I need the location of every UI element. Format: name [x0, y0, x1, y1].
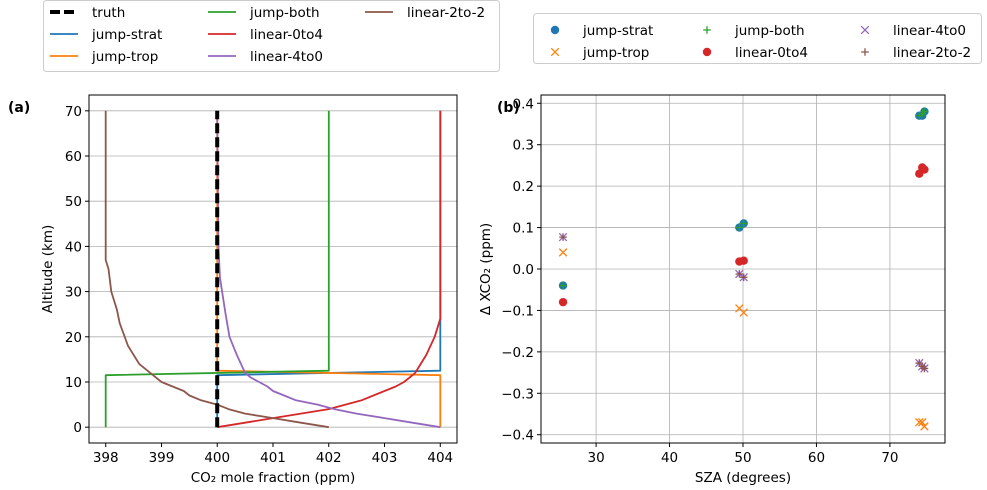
y-tick-label: 60: [65, 149, 82, 165]
gridlines: [89, 110, 457, 428]
series-line-linear-0to4: [217, 110, 442, 429]
series-line-jump-both: [104, 110, 330, 428]
legend-b-label-jump-strat: jump-strat: [582, 23, 653, 39]
x-tick-label: 60: [808, 450, 825, 466]
point-jump-trop: [739, 308, 748, 317]
y-tick-label: 70: [65, 104, 82, 120]
y-tick-label: −0.2: [501, 345, 534, 361]
point-jump-both: [559, 281, 567, 290]
y-tick-label: 0.0: [513, 262, 534, 278]
y-tick-label: 0.1: [513, 221, 534, 237]
scatter-points: [558, 107, 929, 431]
point-jump-both: [920, 107, 929, 116]
point-jump-trop: [920, 422, 929, 431]
y-tick-label: 10: [65, 375, 82, 391]
x-tick-label: 404: [427, 450, 453, 466]
y-tick-label: 0: [73, 420, 82, 436]
legend-a-label-truth: truth: [92, 5, 125, 21]
legend-b-label-jump-trop: jump-trop: [582, 45, 649, 61]
x-tick-label: 30: [587, 450, 604, 466]
plot-a-altitude-profiles: 398 399 400 401 402 403 404 0 10 20 30 40 50 60 70 CO₂ …: [40, 94, 458, 486]
legend-a-label-jump-strat: jump-strat: [91, 27, 162, 43]
x-tick-label: 400: [204, 450, 230, 466]
legend-a-label-jump-both: jump-both: [249, 5, 320, 21]
legend-b-marker-jump-trop: [550, 47, 560, 57]
y-tick-label: 0.3: [513, 138, 534, 154]
legend-panel-b: jump-strat jump-trop jump-both linear-0to4 l…: [533, 13, 982, 64]
legend-b-marker-linear-2to-2: [861, 48, 869, 56]
legend-b-label-linear-4to0: linear-4to0: [893, 23, 966, 39]
legend-a-label-linear-2to-2: linear-2to-2: [407, 5, 485, 21]
legend-b-label-linear-2to-2: linear-2to-2: [893, 45, 971, 61]
legend-panel-a: truth jump-strat jump-trop jump-both linear-…: [43, 0, 500, 72]
y-tick-label: −0.4: [501, 428, 534, 444]
point-jump-both: [735, 223, 744, 232]
y-tick-label: 0.4: [513, 96, 534, 112]
y-tick-label: 0.2: [513, 179, 534, 195]
x-tick-label: 401: [260, 450, 286, 466]
y-tick-label: −0.3: [501, 386, 534, 402]
legend-b-frame: [533, 13, 982, 64]
legend-b-marker-jump-strat: [550, 25, 560, 35]
x-tick-label: 398: [93, 450, 119, 466]
x-tick-label: 50: [734, 450, 751, 466]
y-tick-label: 40: [65, 239, 82, 255]
legend-b-marker-jump-both: [703, 26, 711, 34]
point-linear-0to4: [920, 165, 929, 174]
y-tick-label: −0.1: [501, 303, 534, 319]
panel-label-b: (b): [497, 100, 520, 116]
y-tick-label: 20: [65, 330, 82, 346]
gridlines: [541, 95, 945, 443]
y-axis-label: Δ XCO₂ (ppm): [478, 223, 494, 315]
point-linear-0to4: [558, 297, 568, 307]
y-tick-label: 50: [65, 194, 82, 210]
legend-a-label-jump-trop: jump-trop: [91, 49, 158, 65]
legend-b-marker-linear-4to0: [860, 25, 870, 35]
legend-a-frame: [43, 0, 500, 72]
legend-a-label-linear-4to0: linear-4to0: [250, 49, 323, 65]
x-tick-label: 399: [149, 450, 175, 466]
x-tick-label: 70: [881, 450, 898, 466]
x-tick-label: 402: [316, 450, 342, 466]
series-lines: [104, 110, 442, 429]
point-jump-both: [739, 219, 748, 228]
legend-a-label-linear-0to4: linear-0to4: [250, 27, 323, 43]
x-tick-label: 403: [372, 450, 398, 466]
legend-b-marker-linear-0to4: [702, 47, 712, 57]
x-axis-label: CO₂ mole fraction (ppm): [191, 470, 356, 486]
panel-label-a: (a): [8, 100, 30, 116]
x-axis-label: SZA (degrees): [695, 470, 791, 486]
series-line-linear-4to0: [216, 110, 441, 429]
y-axis-label: Altitude (km): [40, 225, 56, 314]
point-jump-trop: [915, 418, 924, 427]
legend-b-label-linear-0to4: linear-0to4: [735, 45, 808, 61]
y-tick-label: 30: [65, 285, 82, 301]
point-jump-trop: [917, 418, 927, 427]
point-linear-2to-2: [735, 270, 744, 278]
point-jump-trop: [558, 248, 568, 257]
point-linear-0to4: [739, 256, 748, 265]
point-linear-2to-2: [739, 273, 748, 282]
point-linear-2to-2: [920, 364, 929, 373]
legend-b-label-jump-both: jump-both: [734, 23, 805, 39]
x-tick-label: 40: [661, 450, 678, 466]
point-linear-2to-2: [559, 233, 567, 241]
series-line-linear-2to-2: [104, 110, 329, 429]
plot-b-xco2-scatter: 30 40 50 60 70 −0.4 −0.3 −0.2 −0.1 0.0 0.1 0.2 0.3 0.…: [478, 94, 946, 486]
